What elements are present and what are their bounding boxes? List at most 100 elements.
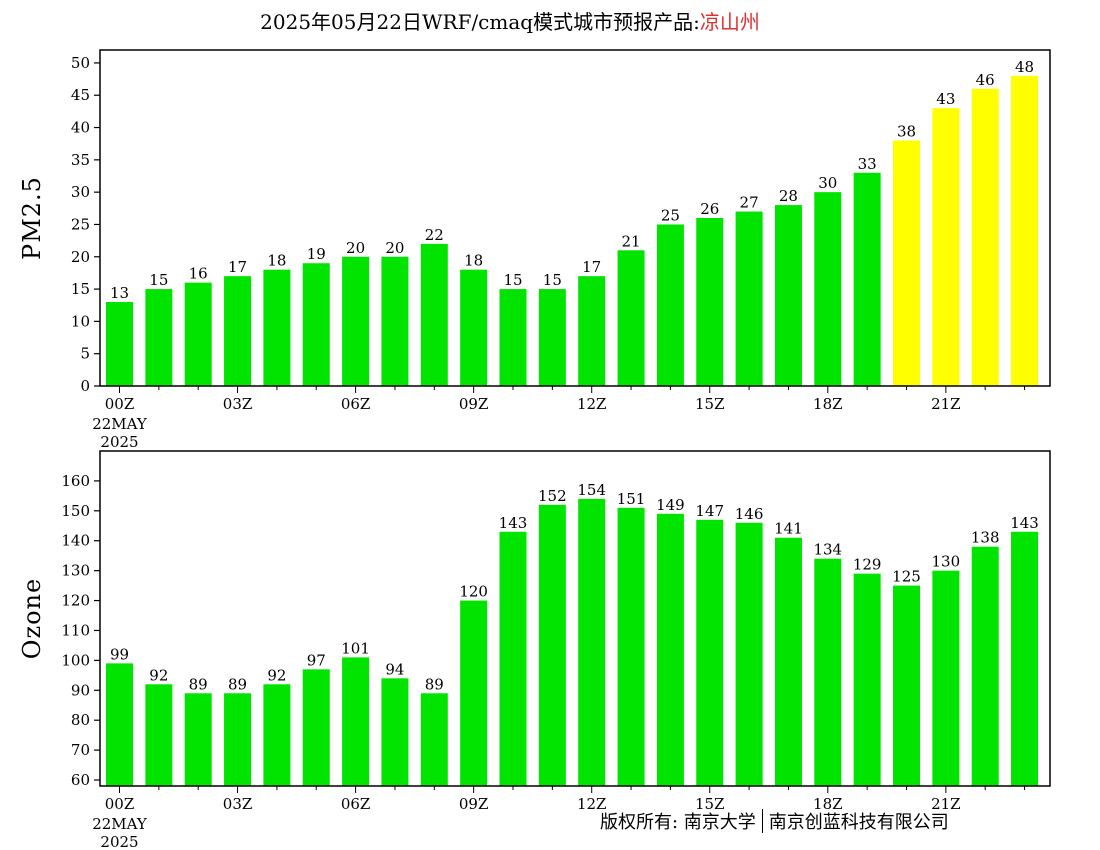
bar (381, 256, 409, 386)
bar (893, 140, 920, 386)
bar (381, 678, 409, 786)
x-tick-label: 09Z (459, 795, 489, 813)
x-tick-label: 18Z (813, 395, 843, 413)
bar (735, 211, 763, 386)
x-tick-label: 00Z (105, 395, 135, 413)
bar (814, 558, 842, 786)
data-label: 13 (110, 284, 129, 302)
ozone-chart: 99 92 89 89 92 97 101 94 89 120 143 152 154 151 149 147… (18, 450, 1051, 850)
data-label: 143 (1010, 514, 1039, 532)
data-label: 149 (656, 496, 685, 514)
x-tick-label: 15Z (695, 395, 725, 413)
bar (145, 289, 173, 386)
data-label: 143 (499, 514, 528, 532)
bar (538, 504, 566, 786)
data-label: 94 (385, 660, 404, 678)
bar (696, 519, 724, 786)
bar (617, 507, 645, 786)
data-label: 43 (936, 90, 955, 108)
bar (342, 256, 370, 386)
bar (420, 243, 448, 386)
y-tick-label: 25 (71, 215, 90, 233)
bar (106, 302, 133, 386)
data-label: 48 (1015, 58, 1034, 76)
bar (617, 250, 645, 386)
data-label: 20 (385, 239, 404, 257)
data-label: 130 (932, 553, 961, 571)
x-tick-label: 21Z (931, 395, 961, 413)
data-label: 33 (858, 155, 877, 173)
data-label: 15 (543, 271, 562, 289)
data-label: 17 (228, 258, 247, 276)
bar (302, 669, 330, 786)
data-label: 89 (425, 675, 444, 693)
bar (263, 269, 291, 386)
bar (342, 657, 370, 786)
y-tick-label: 30 (71, 183, 90, 201)
bar (538, 289, 566, 386)
bar (184, 282, 212, 386)
bar (1011, 75, 1039, 386)
bar (774, 205, 802, 386)
x-date-label: 22MAY (92, 415, 148, 433)
x-tick-label: 15Z (695, 795, 725, 813)
bar (578, 498, 606, 786)
bar (656, 513, 684, 786)
y-tick-label: 80 (71, 711, 90, 729)
data-label: 38 (897, 122, 916, 140)
data-label: 25 (661, 206, 680, 224)
data-label: 147 (695, 502, 724, 520)
data-label: 146 (735, 505, 764, 523)
y-tick-label: 140 (61, 532, 90, 550)
data-label: 92 (267, 666, 286, 684)
copyright-left: 版权所有: 南京大学 (600, 812, 756, 833)
data-label: 129 (853, 556, 882, 574)
bar (893, 585, 920, 786)
y-tick-label: 15 (71, 280, 90, 298)
data-label: 152 (538, 487, 567, 505)
data-label: 97 (307, 651, 326, 669)
x-tick-label: 00Z (105, 795, 135, 813)
y-tick-label: 40 (71, 119, 90, 137)
plot-frame (99, 450, 1051, 787)
data-label: 154 (577, 481, 606, 499)
x-tick-label: 06Z (341, 795, 371, 813)
bar (499, 289, 527, 386)
title-city: 凉山州 (699, 10, 760, 34)
x-tick-label: 18Z (813, 795, 843, 813)
data-label: 101 (341, 639, 370, 657)
data-label: 18 (267, 252, 286, 270)
data-label: 27 (740, 194, 759, 212)
footer-separator (761, 809, 763, 833)
bar (971, 88, 999, 387)
bar (302, 263, 330, 386)
bar (420, 693, 448, 786)
bar (499, 531, 527, 786)
bar (578, 276, 606, 386)
data-label: 17 (582, 258, 601, 276)
y-tick-label: 160 (61, 472, 90, 490)
bar (814, 192, 842, 386)
y-tick-label: 130 (61, 562, 90, 580)
data-label: 20 (346, 239, 365, 257)
x-date-label: 22MAY (92, 815, 148, 833)
x-tick-label: 06Z (341, 395, 371, 413)
y-tick-label: 45 (71, 86, 90, 104)
x-tick-label: 03Z (223, 795, 253, 813)
copyright-footer: 版权所有: 南京大学 南京创蓝科技有限公司 (600, 808, 949, 834)
data-label: 21 (622, 232, 641, 250)
data-label: 22 (425, 226, 444, 244)
y-tick-label: 5 (80, 345, 90, 363)
x-tick-label: 03Z (223, 395, 253, 413)
bar (932, 570, 960, 786)
y-tick-label: 60 (71, 771, 90, 789)
y-tick-label: 110 (61, 621, 90, 639)
y-tick-label: 70 (71, 741, 90, 759)
data-label: 89 (228, 675, 247, 693)
y-tick-label: 0 (80, 377, 90, 395)
y-tick-label: 20 (71, 248, 90, 266)
data-label: 120 (459, 583, 488, 601)
data-label: 151 (617, 490, 646, 508)
data-label: 15 (503, 271, 522, 289)
